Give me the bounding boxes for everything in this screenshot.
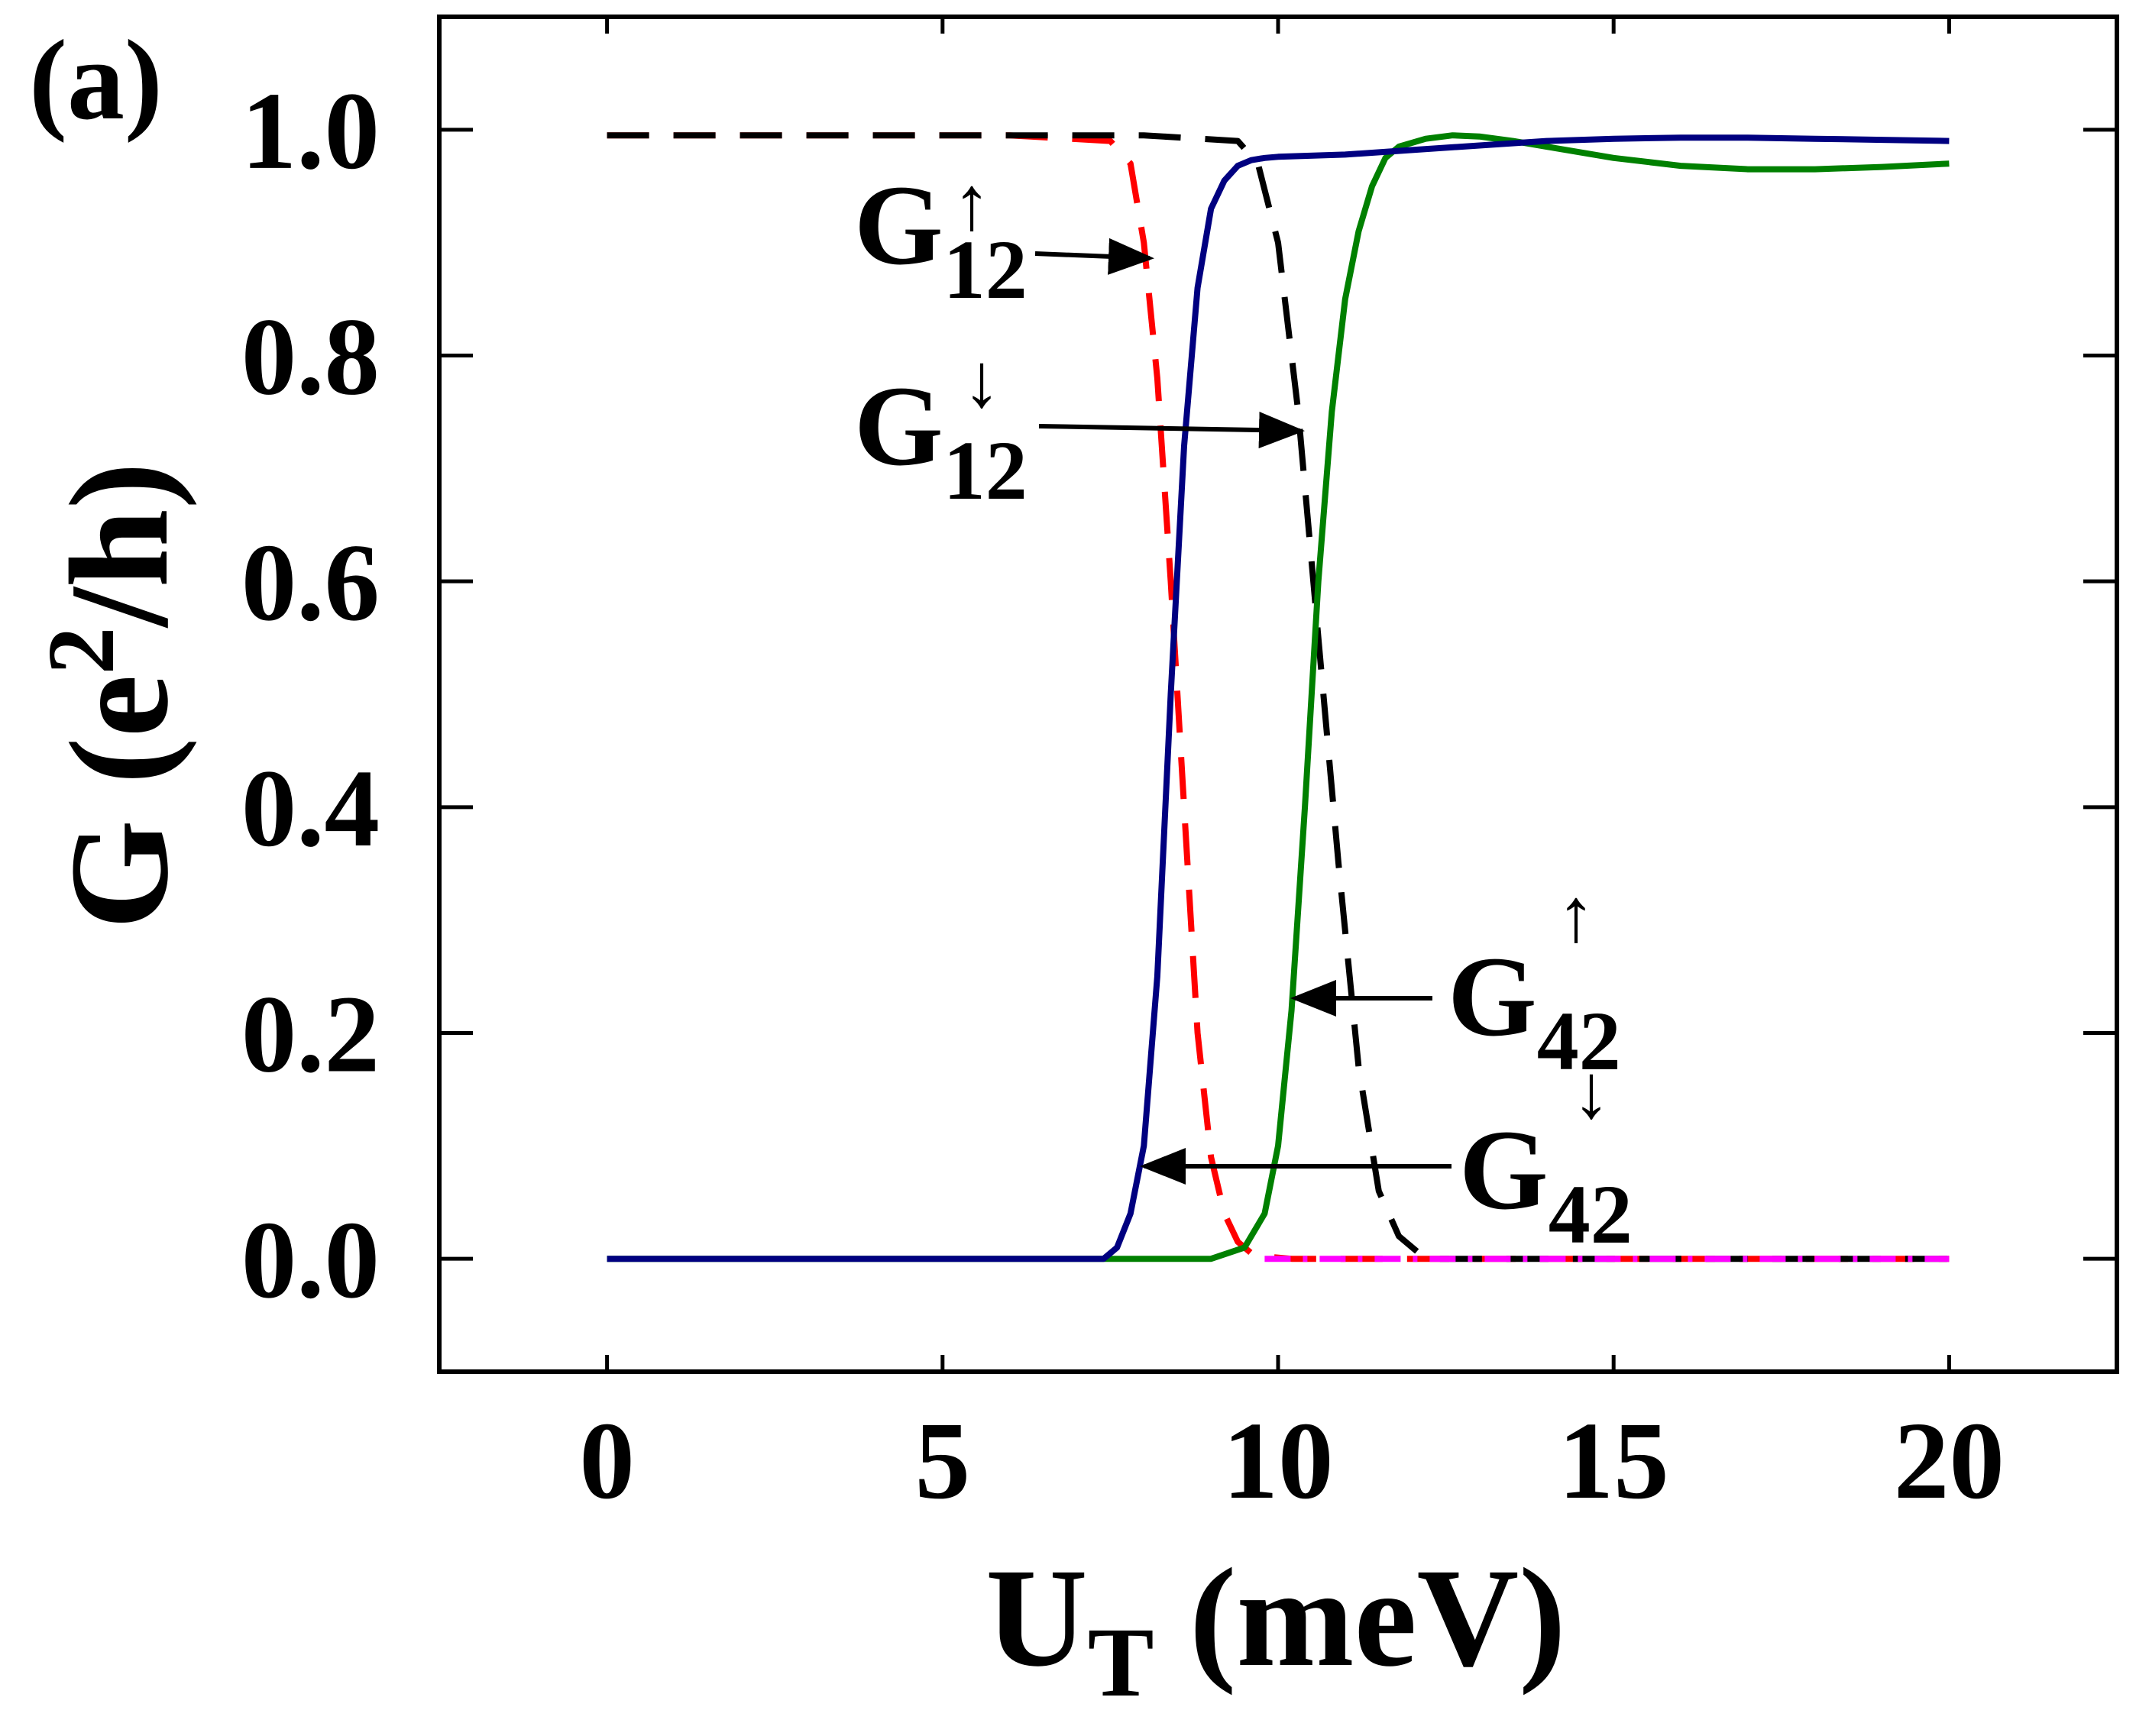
spin-arrow-glyph: ↓ bbox=[1572, 1049, 1610, 1134]
annotation-arrow bbox=[1038, 412, 1305, 449]
x-tick-label: 0 bbox=[579, 1400, 635, 1522]
y-tick-label: 0.6 bbox=[241, 522, 380, 644]
x-tick-label: 5 bbox=[915, 1400, 971, 1522]
x-tick-label: 10 bbox=[1223, 1400, 1334, 1522]
series-g12-down bbox=[607, 132, 1950, 1262]
y-tick-label: 0.8 bbox=[241, 296, 380, 419]
y-tick-label: 0.0 bbox=[241, 1199, 380, 1321]
series-g42-up bbox=[607, 132, 1950, 1262]
y-axis-title: G (e2/h) bbox=[29, 462, 198, 929]
annotation-arrow bbox=[1034, 238, 1154, 275]
annotation-label: G42 bbox=[1459, 1107, 1633, 1261]
ticks: 0 5 10 15 20 0.0 0.2 0.4 0.6 0.8 1.0 bbox=[241, 17, 2117, 1522]
annotation-label: G12 bbox=[854, 162, 1028, 316]
x-tick-label: 20 bbox=[1894, 1400, 2005, 1522]
spin-arrow-glyph: ↑ bbox=[953, 161, 991, 246]
annotation-label: G12 bbox=[854, 363, 1028, 517]
y-tick-label: 0.2 bbox=[241, 974, 380, 1096]
series-lines bbox=[607, 132, 1950, 1262]
x-tick-label: 15 bbox=[1558, 1400, 1669, 1522]
annotations: G12↑G12↓G42↑G42↓ bbox=[854, 161, 1633, 1261]
annotation-label: G42 bbox=[1448, 933, 1621, 1088]
spin-arrow-glyph: ↓ bbox=[963, 338, 1001, 423]
series-g12-up bbox=[607, 132, 1950, 1262]
y-tick-label: 0.4 bbox=[241, 748, 380, 870]
series-g42-down bbox=[607, 134, 1950, 1262]
y-tick-label: 1.0 bbox=[241, 70, 380, 192]
spin-arrow-glyph: ↑ bbox=[1557, 873, 1595, 958]
panel-label: (a) bbox=[29, 17, 163, 144]
x-axis-title: UT (meV) bbox=[985, 1540, 1566, 1718]
